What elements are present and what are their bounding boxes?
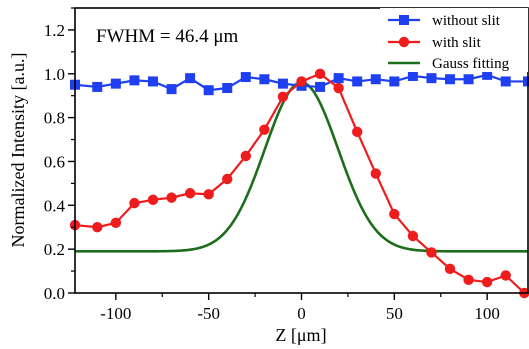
x-axis-label: Z [μm]: [275, 325, 326, 345]
y-tick-label: 0.4: [44, 196, 66, 215]
point-without-slit: [389, 76, 400, 87]
point-with-slit: [333, 82, 344, 94]
legend: without slit with slit Gauss fitting: [380, 8, 528, 72]
point-with-slit: [370, 168, 381, 179]
point-without-slit: [240, 72, 251, 83]
point-without-slit: [370, 74, 381, 85]
point-without-slit: [277, 78, 288, 89]
point-with-slit: [481, 276, 493, 288]
point-without-slit: [166, 84, 177, 95]
point-without-slit: [523, 76, 529, 87]
fwhm-annotation: FWHM = 46.4 μm: [96, 26, 239, 47]
x-tick-label: -50: [197, 304, 220, 323]
point-without-slit: [445, 74, 456, 85]
point-with-slit: [277, 91, 289, 102]
point-without-slit: [222, 83, 233, 94]
point-with-slit: [426, 247, 437, 258]
point-with-slit: [184, 188, 196, 199]
point-with-slit: [444, 263, 456, 275]
point-without-slit: [463, 74, 474, 85]
series-line-gauss-fitting: [75, 81, 528, 253]
legend-marker-with-slit: [398, 36, 410, 48]
y-tick-label: 0.8: [44, 109, 65, 128]
point-with-slit: [314, 68, 326, 79]
legend-marker-without-slit: [399, 15, 409, 25]
point-without-slit: [500, 76, 511, 87]
series-line-with-slit: [74, 72, 526, 294]
point-with-slit: [110, 217, 122, 229]
point-with-slit: [463, 274, 474, 286]
point-without-slit: [259, 74, 270, 85]
labels-layer: -100 -50 0 50 100 0.0 0.2 0.4 0.6 0.8 1.0 1.2: [44, 21, 500, 323]
point-with-slit: [147, 194, 159, 206]
y-axis-label: Normalized Intensity [a.u.]: [8, 53, 28, 248]
x-tick-label: 50: [386, 304, 403, 323]
y-tick-label: 0.6: [44, 152, 65, 171]
point-with-slit: [500, 270, 511, 281]
legend-label-without-slit: without slit: [432, 13, 501, 29]
point-with-slit: [351, 126, 363, 138]
point-with-slit: [203, 189, 214, 200]
ticks-layer: [68, 7, 488, 300]
point-without-slit: [110, 78, 121, 89]
point-with-slit: [129, 197, 140, 209]
point-without-slit: [129, 75, 140, 86]
point-without-slit: [147, 76, 158, 87]
point-without-slit: [482, 69, 493, 80]
point-without-slit: [185, 73, 196, 84]
y-tick-label: 0.2: [44, 240, 65, 259]
x-tick-label: 0: [297, 304, 306, 323]
point-without-slit: [333, 73, 344, 84]
point-without-slit: [407, 70, 418, 81]
x-tick-label: -100: [100, 304, 131, 323]
point-without-slit: [315, 81, 326, 92]
point-with-slit: [259, 124, 270, 135]
y-tick-label: 1.2: [44, 21, 65, 40]
point-with-slit: [389, 208, 400, 220]
point-without-slit: [92, 81, 103, 92]
point-with-slit: [222, 173, 233, 185]
series-layer: [69, 68, 529, 299]
point-without-slit: [203, 85, 214, 96]
y-tick-label: 1.0: [44, 65, 65, 84]
x-tick-label: 100: [474, 304, 500, 323]
point-without-slit: [352, 76, 363, 87]
legend-label-with-slit: with slit: [432, 35, 482, 51]
point-without-slit: [426, 73, 437, 84]
legend-label-gauss-fitting: Gauss fitting: [432, 56, 510, 72]
y-tick-label: 0.0: [44, 284, 65, 303]
point-with-slit: [240, 150, 252, 162]
point-with-slit: [166, 192, 177, 203]
point-with-slit: [296, 76, 307, 87]
point-with-slit: [92, 222, 103, 233]
point-with-slit: [407, 230, 419, 242]
